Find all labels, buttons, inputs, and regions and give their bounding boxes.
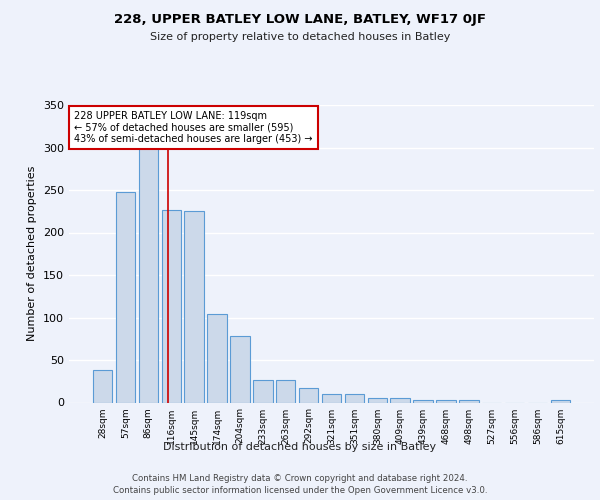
Y-axis label: Number of detached properties: Number of detached properties bbox=[28, 166, 37, 342]
Bar bbox=[139, 122, 158, 402]
Text: 228, UPPER BATLEY LOW LANE, BATLEY, WF17 0JF: 228, UPPER BATLEY LOW LANE, BATLEY, WF17… bbox=[114, 12, 486, 26]
Text: Contains public sector information licensed under the Open Government Licence v3: Contains public sector information licen… bbox=[113, 486, 487, 495]
Bar bbox=[299, 388, 319, 402]
Bar bbox=[322, 394, 341, 402]
Bar bbox=[413, 400, 433, 402]
Bar bbox=[551, 400, 570, 402]
Bar bbox=[208, 314, 227, 402]
Bar bbox=[93, 370, 112, 402]
Bar bbox=[230, 336, 250, 402]
Bar bbox=[436, 400, 455, 402]
Text: Size of property relative to detached houses in Batley: Size of property relative to detached ho… bbox=[150, 32, 450, 42]
Bar bbox=[184, 211, 204, 402]
Bar bbox=[459, 400, 479, 402]
Bar bbox=[253, 380, 272, 402]
Bar bbox=[116, 192, 135, 402]
Bar bbox=[391, 398, 410, 402]
Text: Contains HM Land Registry data © Crown copyright and database right 2024.: Contains HM Land Registry data © Crown c… bbox=[132, 474, 468, 483]
Bar bbox=[276, 380, 295, 402]
Text: Distribution of detached houses by size in Batley: Distribution of detached houses by size … bbox=[163, 442, 437, 452]
Bar bbox=[344, 394, 364, 402]
Text: 228 UPPER BATLEY LOW LANE: 119sqm
← 57% of detached houses are smaller (595)
43%: 228 UPPER BATLEY LOW LANE: 119sqm ← 57% … bbox=[74, 111, 313, 144]
Bar bbox=[368, 398, 387, 402]
Bar bbox=[161, 210, 181, 402]
